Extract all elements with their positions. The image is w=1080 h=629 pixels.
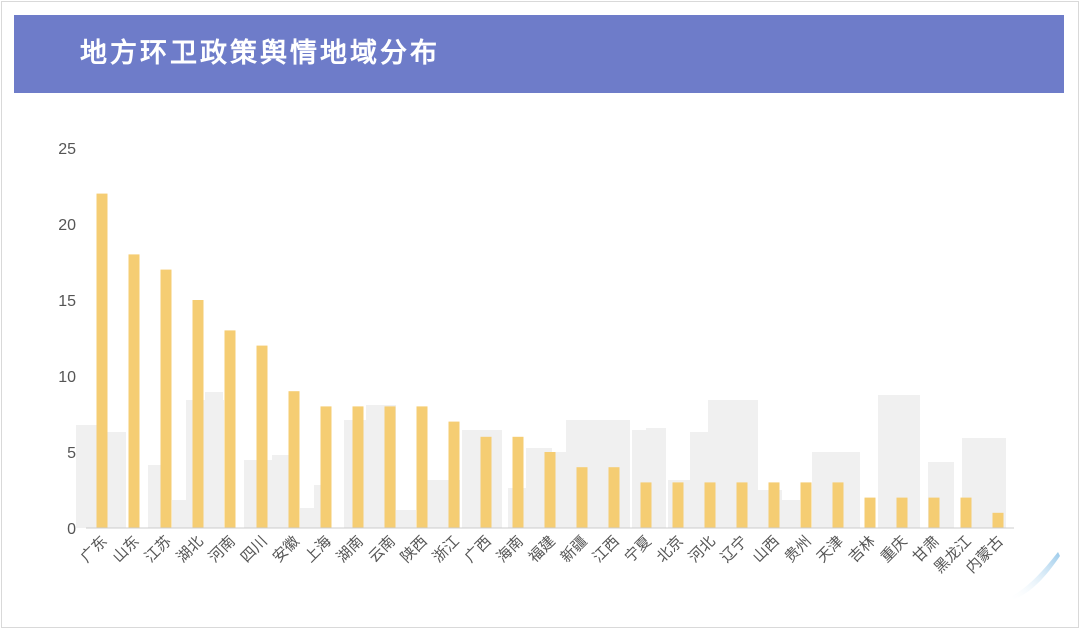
- x-category-label: 江西: [589, 532, 623, 566]
- bar: [992, 512, 1004, 528]
- bar: [768, 482, 780, 528]
- bar: [928, 497, 940, 528]
- x-category-label: 河北: [685, 532, 719, 566]
- x-category-label: 辽宁: [717, 532, 751, 566]
- x-category-label: 云南: [365, 532, 399, 566]
- bar: [256, 345, 268, 528]
- x-category-label: 福建: [525, 532, 559, 566]
- bar: [544, 452, 556, 528]
- title-bar: 地方环卫政策舆情地域分布: [14, 15, 1064, 93]
- x-category-label: 山东: [109, 532, 143, 566]
- skyline-block: [314, 485, 324, 528]
- x-category-label: 上海: [301, 532, 335, 566]
- bar: [384, 406, 396, 528]
- skyline-block: [552, 452, 570, 528]
- x-category-label: 广东: [77, 532, 111, 566]
- x-category-label: 重庆: [877, 532, 911, 566]
- x-category-label: 河南: [205, 532, 239, 566]
- bar: [704, 482, 716, 528]
- y-axis: 0 5 10 15 20 25: [58, 141, 76, 538]
- x-category-label: 陕西: [397, 532, 431, 566]
- bar: [416, 406, 428, 528]
- bar: [608, 467, 620, 528]
- bar: [896, 497, 908, 528]
- x-axis: 广东山东江苏湖北河南四川安徽上海湖南云南陕西浙江广西海南福建新疆江西宁夏北京河北…: [77, 527, 1014, 577]
- wave-decoration: [1008, 552, 1060, 600]
- skyline-block: [272, 455, 290, 528]
- bar: [192, 300, 204, 528]
- bars: [96, 193, 1004, 528]
- bar: [448, 421, 460, 528]
- x-category-label: 天津: [813, 532, 847, 566]
- x-category-label: 湖北: [173, 532, 207, 566]
- bar: [640, 482, 652, 528]
- x-category-label: 吉林: [845, 532, 879, 566]
- y-tick-label: 10: [58, 369, 76, 386]
- bar: [96, 193, 108, 528]
- page-title: 地方环卫政策舆情地域分布: [80, 38, 440, 69]
- skyline-block: [566, 420, 630, 528]
- y-tick-label: 25: [58, 141, 76, 158]
- bar: [864, 497, 876, 528]
- bar: [800, 482, 812, 528]
- skyline-block: [690, 432, 708, 528]
- y-tick-label: 20: [58, 217, 76, 234]
- skyline-block: [708, 400, 758, 528]
- skyline-block: [782, 500, 800, 528]
- x-category-label: 安徽: [269, 532, 303, 566]
- x-category-label: 广西: [461, 532, 495, 566]
- x-category-label: 四川: [237, 532, 271, 566]
- x-category-label: 北京: [653, 532, 687, 566]
- bar: [576, 467, 588, 528]
- bar: [480, 436, 492, 528]
- bar: [160, 269, 172, 528]
- bar: [512, 436, 524, 528]
- bar: [672, 482, 684, 528]
- x-category-label: 内蒙古: [962, 532, 1007, 577]
- bar: [736, 482, 748, 528]
- x-category-label: 海南: [493, 532, 527, 566]
- y-tick-label: 0: [67, 521, 76, 538]
- bar: [224, 330, 236, 528]
- x-category-label: 山西: [749, 532, 783, 566]
- x-category-label: 新疆: [557, 532, 591, 566]
- bar: [352, 406, 364, 528]
- x-category-label: 宁夏: [621, 532, 655, 566]
- bar: [960, 497, 972, 528]
- bar: [288, 391, 300, 528]
- skyline-block: [172, 500, 186, 528]
- skyline-block: [394, 510, 416, 528]
- x-category-label: 贵州: [781, 532, 815, 566]
- x-category-label: 浙江: [429, 532, 463, 566]
- skyline-block: [205, 392, 223, 528]
- y-tick-label: 5: [67, 445, 76, 462]
- x-category-label: 湖南: [333, 532, 367, 566]
- bar: [832, 482, 844, 528]
- wave-shape: [1008, 552, 1060, 600]
- bar: [128, 254, 140, 528]
- y-tick-label: 15: [58, 293, 76, 310]
- bar: [320, 406, 332, 528]
- x-category-label: 江苏: [141, 532, 175, 566]
